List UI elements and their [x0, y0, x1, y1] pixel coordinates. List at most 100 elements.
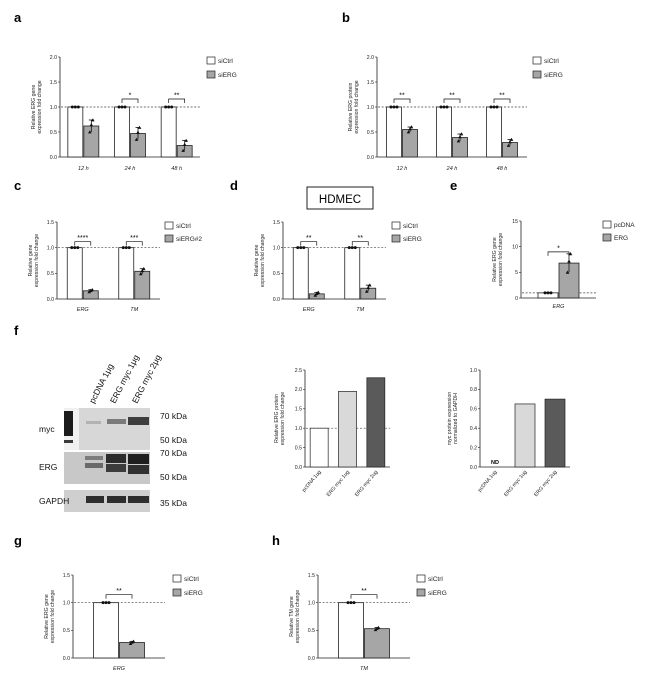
data-point [76, 246, 80, 250]
y-tick-label: 0.5 [273, 271, 280, 277]
data-point [367, 283, 372, 287]
y-tick-label: 1.5 [63, 573, 70, 579]
data-point [508, 140, 512, 144]
y-tick-label: 15 [512, 219, 518, 225]
bar [544, 398, 566, 468]
y-tick-label: 1.5 [308, 573, 315, 579]
y-tick-label: 2.0 [295, 387, 302, 393]
data-point [167, 105, 171, 109]
y-tick-label: 1.0 [295, 426, 302, 432]
bar-sierg#2 [82, 290, 99, 300]
x-tick-label: ERG myc 1ug [503, 469, 528, 498]
y-tick-label: 1.0 [470, 368, 477, 374]
y-tick-label: 1.5 [367, 80, 374, 86]
significance-bracket [443, 98, 461, 103]
legend-swatch [416, 588, 426, 597]
y-axis-label: expression fold change [354, 80, 360, 133]
data-point [364, 289, 369, 293]
significance-bracket [393, 98, 411, 103]
y-tick-label: 0.5 [47, 271, 54, 277]
x-tick-label: 12 h [78, 166, 89, 172]
significance-label: **** [77, 235, 88, 242]
significance-bracket [125, 241, 143, 246]
data-point [350, 246, 354, 250]
data-point [73, 246, 77, 250]
data-point [91, 118, 95, 122]
significance-label: ** [306, 235, 312, 242]
significance-label: ** [499, 93, 505, 100]
bar-sictrl [114, 106, 130, 158]
panel-label-c: c [14, 178, 21, 193]
panel-label-b: b [342, 10, 350, 25]
significance-bracket [74, 241, 92, 246]
legend-swatch [164, 234, 174, 243]
chart-e: 0 5 10 15 Relative ERG gene expression fold c… [492, 219, 635, 310]
bar-sictrl [338, 602, 364, 659]
x-tick-label: ERG myc 1ug [326, 469, 351, 498]
data-point [70, 105, 74, 109]
data-point [138, 272, 143, 276]
data-point [489, 105, 493, 109]
x-tick-label: 12 h [397, 166, 408, 172]
data-point [506, 143, 511, 147]
data-point [313, 293, 318, 297]
data-point [70, 246, 74, 250]
chart-c: 0.0 0.5 1.0 1.5 Relative gene expression fold… [28, 220, 202, 313]
data-point [164, 105, 168, 109]
y-tick-label: 2.5 [295, 368, 302, 374]
blot-marker: 70 kDa [160, 411, 187, 421]
panel-d-title-text: HDMEC [319, 194, 361, 206]
legend-swatch [602, 233, 612, 242]
legend-label: siERG#2 [176, 236, 202, 243]
panel-label-a: a [14, 10, 22, 25]
data-point [107, 601, 111, 605]
panel-label-e: e [450, 178, 457, 193]
chart-d: 0.0 0.5 1.0 1.5 Relative gene expression fold… [254, 220, 422, 313]
data-point [88, 288, 93, 292]
blot-row-label-erg: ERG [39, 462, 57, 472]
y-tick-label: 0.0 [63, 656, 70, 662]
y-tick-label: 0 [515, 296, 518, 302]
data-point [439, 105, 443, 109]
data-point [568, 252, 573, 256]
panel-label-h: h [272, 533, 280, 548]
x-tick-label: pcDNA 1ug [301, 469, 323, 493]
significance-bracket [493, 98, 511, 103]
data-point [549, 291, 553, 295]
legend-swatch [172, 588, 182, 597]
data-point [131, 639, 136, 643]
legend-label: siCtrl [176, 223, 191, 230]
y-tick-label: 0.5 [367, 130, 374, 136]
y-tick-label: 0.2 [470, 445, 477, 451]
y-tick-label: 0.0 [367, 155, 374, 161]
y-tick-label: 0.5 [308, 628, 315, 634]
bar [309, 427, 329, 468]
x-tick-label: pcDNA 1ug [477, 469, 499, 493]
data-point [296, 246, 300, 250]
data-point [543, 291, 547, 295]
significance-label: ** [174, 93, 180, 100]
chart-f-myc: 0.0 0.2 0.4 0.6 0.8 1.0 myc protein expression… [447, 368, 570, 498]
data-point [495, 105, 499, 109]
y-tick-label: 0.8 [470, 387, 477, 393]
significance-label: * [129, 93, 132, 100]
data-point [406, 130, 411, 134]
data-point [302, 246, 306, 250]
blot-row-label-myc: myc [39, 424, 55, 434]
chart-g: 0.0 0.5 1.0 1.5 Relative ERG gene expression … [44, 573, 203, 672]
bar-sictrl [436, 106, 452, 158]
data-point [376, 625, 381, 629]
y-tick-label: 0.4 [470, 426, 477, 432]
y-tick-label: 1.0 [273, 245, 280, 251]
data-point [316, 290, 321, 294]
bar [338, 390, 357, 468]
data-point [392, 105, 396, 109]
data-point [442, 105, 446, 109]
data-point [567, 259, 571, 263]
y-axis-label: normalized to GAPDH [453, 393, 459, 444]
x-tick-label: TM [360, 666, 368, 672]
data-point [76, 105, 80, 109]
y-tick-label: 5 [515, 270, 518, 276]
blot-marker: 35 kDa [160, 498, 187, 508]
